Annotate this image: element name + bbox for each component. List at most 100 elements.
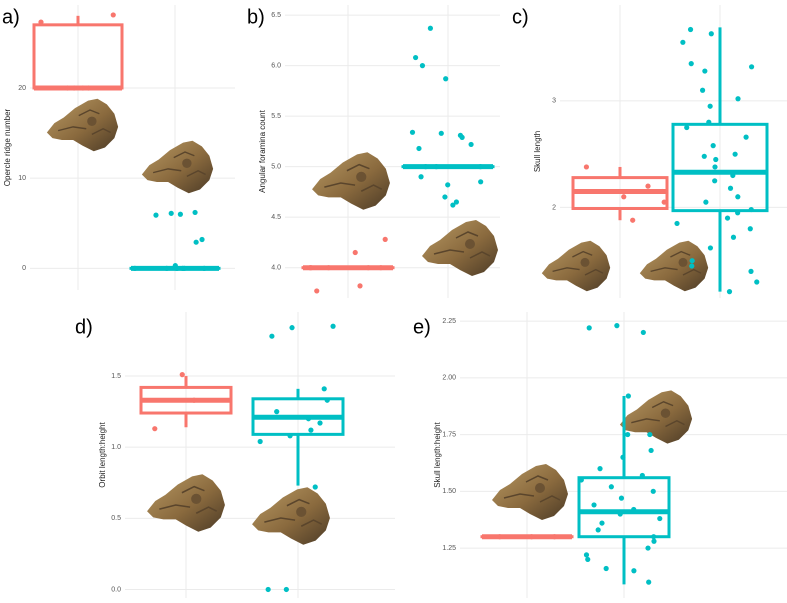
data-point bbox=[585, 556, 591, 563]
data-point bbox=[631, 506, 637, 513]
skull-image bbox=[146, 473, 226, 533]
data-point bbox=[153, 212, 159, 218]
data-point bbox=[689, 263, 695, 269]
y-tick-label: 6.0 bbox=[271, 62, 281, 69]
data-point bbox=[712, 164, 718, 170]
box-group bbox=[129, 209, 221, 271]
data-point bbox=[352, 249, 358, 256]
y-axis-label: Angular foramina count bbox=[258, 109, 267, 192]
y-tick-label: 20 bbox=[18, 85, 26, 92]
data-point bbox=[631, 568, 637, 574]
y-tick-label: 1.5 bbox=[111, 373, 121, 380]
box-group bbox=[32, 12, 124, 91]
data-point bbox=[699, 87, 706, 93]
panel-label: c) bbox=[512, 6, 529, 28]
data-point bbox=[193, 239, 199, 245]
data-point bbox=[191, 397, 197, 403]
data-point bbox=[651, 538, 657, 544]
data-point bbox=[497, 534, 503, 540]
y-tick-label: 6.5 bbox=[271, 12, 281, 19]
data-point bbox=[650, 488, 656, 494]
data-point bbox=[603, 565, 609, 572]
data-point bbox=[735, 96, 741, 102]
data-point bbox=[443, 76, 449, 82]
data-point bbox=[640, 329, 646, 336]
data-point bbox=[80, 85, 86, 91]
data-point bbox=[418, 174, 424, 180]
data-point bbox=[132, 265, 138, 271]
data-point bbox=[617, 511, 623, 517]
y-tick-label: 1.0 bbox=[111, 444, 121, 451]
data-point bbox=[639, 472, 645, 479]
y-tick-label: 2.25 bbox=[442, 318, 456, 325]
data-point bbox=[468, 141, 474, 148]
data-point bbox=[357, 283, 363, 289]
data-point bbox=[438, 130, 444, 136]
data-point bbox=[382, 236, 388, 242]
data-point bbox=[578, 477, 584, 483]
data-point bbox=[748, 64, 755, 70]
data-point bbox=[591, 502, 597, 508]
y-tick-label: 10 bbox=[18, 175, 26, 182]
y-tick-label: 1.75 bbox=[442, 431, 456, 438]
data-point bbox=[409, 129, 416, 135]
data-point bbox=[257, 438, 263, 445]
data-point bbox=[287, 433, 293, 439]
data-point bbox=[192, 209, 198, 216]
data-point bbox=[274, 409, 280, 415]
data-point bbox=[597, 466, 603, 472]
data-point bbox=[708, 31, 714, 37]
data-point bbox=[312, 484, 318, 490]
data-point bbox=[614, 323, 620, 329]
y-tick-label: 5.0 bbox=[271, 163, 281, 170]
box bbox=[671, 122, 769, 213]
skull-image bbox=[311, 151, 391, 211]
box-group bbox=[301, 236, 395, 294]
data-point bbox=[307, 265, 313, 271]
data-point bbox=[647, 431, 653, 438]
data-point bbox=[110, 12, 116, 18]
box-group bbox=[251, 323, 345, 593]
y-tick-label: 0.0 bbox=[111, 586, 121, 593]
data-point bbox=[85, 85, 92, 91]
y-axis-label: Orbit length:height bbox=[98, 422, 107, 488]
data-point bbox=[412, 54, 419, 61]
data-point bbox=[713, 156, 719, 163]
data-point bbox=[419, 63, 426, 69]
data-point bbox=[748, 268, 754, 274]
skull-image bbox=[141, 140, 214, 194]
data-point bbox=[735, 194, 741, 200]
data-point bbox=[703, 199, 709, 205]
data-point bbox=[608, 484, 614, 490]
data-point bbox=[743, 134, 749, 140]
y-tick-label: 2 bbox=[552, 204, 556, 211]
skull-image bbox=[491, 463, 569, 521]
data-point bbox=[450, 202, 456, 208]
data-point bbox=[630, 217, 636, 223]
grid-layer bbox=[30, 5, 787, 598]
data-point bbox=[735, 210, 741, 216]
data-point bbox=[314, 288, 320, 294]
data-point bbox=[265, 586, 271, 593]
data-point bbox=[152, 426, 158, 432]
data-point bbox=[317, 420, 323, 426]
data-point bbox=[674, 220, 680, 227]
data-point bbox=[164, 265, 170, 271]
y-tick-label: 2.00 bbox=[442, 375, 456, 382]
data-point bbox=[289, 325, 295, 331]
data-point bbox=[727, 185, 734, 191]
data-point bbox=[442, 194, 448, 200]
data-point bbox=[308, 427, 314, 433]
data-point bbox=[599, 520, 605, 526]
data-point bbox=[595, 527, 601, 533]
data-point bbox=[583, 164, 590, 170]
data-point bbox=[651, 534, 657, 540]
data-point bbox=[707, 103, 713, 109]
data-point bbox=[724, 215, 731, 221]
data-point bbox=[586, 325, 592, 331]
y-tick-label: 0.5 bbox=[111, 515, 121, 522]
data-point bbox=[477, 164, 484, 170]
y-tick-label: 0 bbox=[22, 265, 26, 272]
data-point bbox=[645, 183, 651, 189]
